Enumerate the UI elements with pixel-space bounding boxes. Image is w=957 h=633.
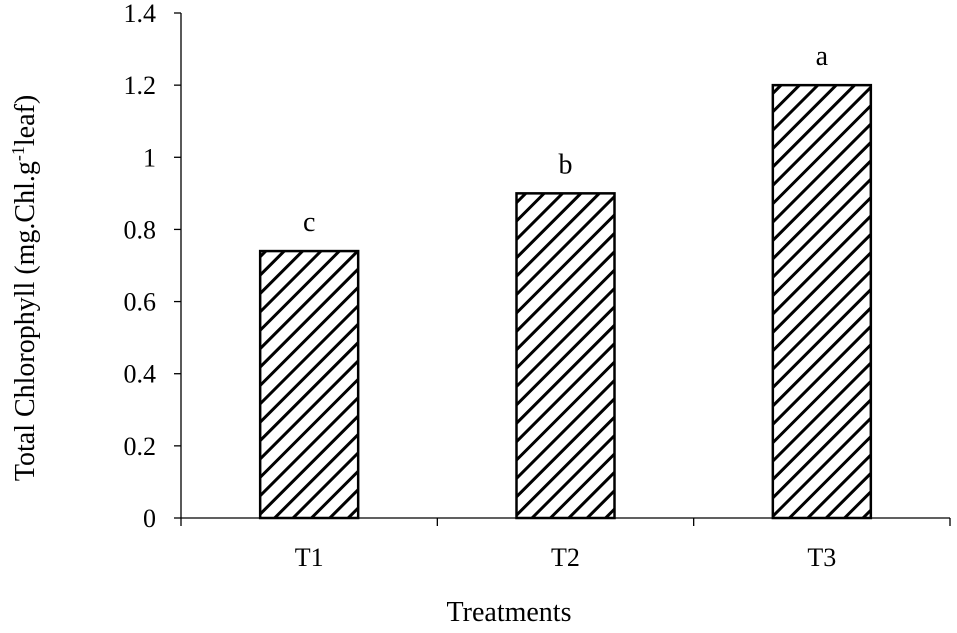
significance-letter: b: [559, 149, 573, 180]
significance-letter: a: [816, 41, 829, 72]
y-tick-label: 1.4: [124, 0, 157, 28]
significance-letters: c b a: [303, 41, 829, 238]
y-tick-label: 0.4: [124, 360, 157, 389]
bar-t2: [515, 192, 616, 520]
y-tick-label: 0: [143, 504, 156, 533]
bars: [258, 83, 873, 520]
bar-t1: [258, 249, 360, 520]
y-axis-title-main: Total Chlorophyll (mg.Chl.g: [10, 161, 41, 481]
y-tick-label: 1.2: [124, 71, 157, 100]
y-tick-label: 1: [143, 143, 156, 172]
y-tick-label: 0.6: [124, 288, 157, 317]
y-axis-title-superscript: -1: [8, 146, 28, 161]
x-axis-title: Treatments: [447, 597, 572, 628]
y-axis-title-suffix: leaf): [10, 95, 41, 146]
x-axis: T1 T2 T3: [180, 517, 951, 572]
significance-letter: c: [303, 207, 315, 238]
bar-t3: [771, 83, 873, 520]
x-tick-label: T2: [551, 543, 580, 572]
y-axis: 0 0.2 0.4 0.6 0.8 1 1.2 1.4: [124, 0, 182, 533]
y-tick-label: 0.8: [124, 215, 157, 244]
x-tick-label: T1: [295, 543, 324, 572]
y-axis-title: Total Chlorophyll (mg.Chl.g-1leaf): [8, 95, 41, 481]
x-tick-label: T3: [807, 543, 836, 572]
y-tick-label: 0.2: [124, 432, 157, 461]
